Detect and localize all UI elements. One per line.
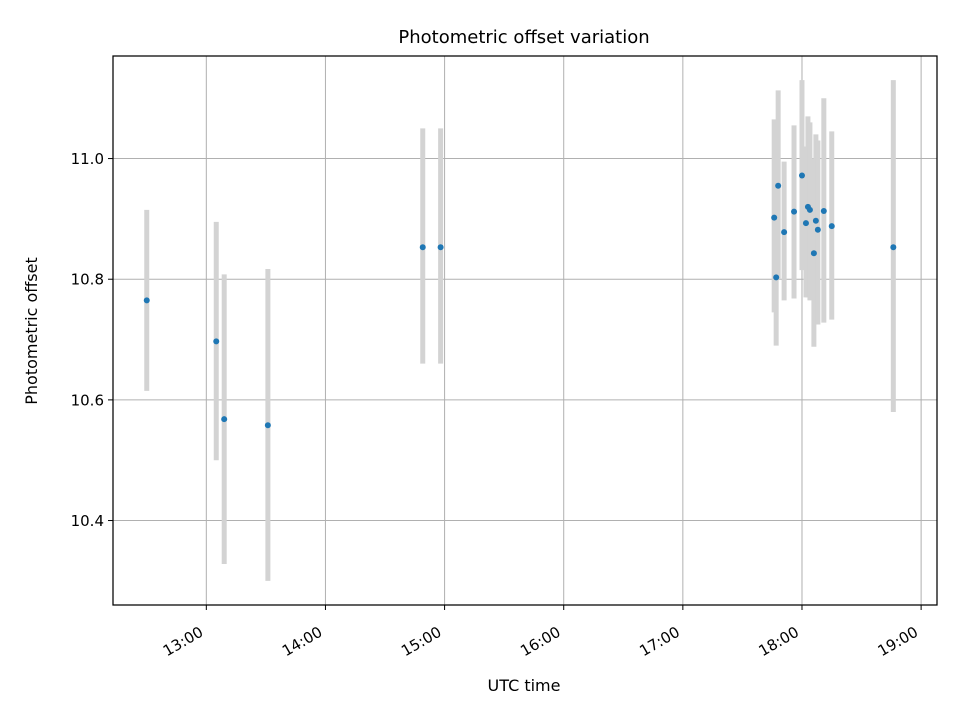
data-point xyxy=(419,244,426,251)
data-point xyxy=(791,208,798,215)
y-tick-label: 11.0 xyxy=(71,150,104,168)
data-point xyxy=(814,226,821,233)
y-axis-ticks: 10.4 10.6 10.8 11.0 xyxy=(71,150,113,530)
x-axis-title: UTC time xyxy=(488,676,561,695)
data-point xyxy=(264,422,271,429)
data-point xyxy=(221,416,228,423)
data-point xyxy=(828,223,835,230)
data-point xyxy=(437,244,444,251)
data-point xyxy=(806,206,813,213)
data-point xyxy=(771,214,778,221)
data-point xyxy=(781,229,788,236)
y-tick-label: 10.6 xyxy=(71,391,104,409)
data-point xyxy=(890,244,897,251)
data-point xyxy=(213,338,220,345)
y-tick-label: 10.8 xyxy=(71,271,104,289)
data-point xyxy=(802,220,809,227)
data-point xyxy=(773,274,780,281)
data-point xyxy=(143,297,150,304)
point-layer xyxy=(143,172,897,429)
data-point xyxy=(820,208,827,215)
plot-frame xyxy=(112,55,938,606)
y-axis-title: Photometric offset xyxy=(22,257,41,405)
data-point xyxy=(810,250,817,257)
data-point xyxy=(798,172,805,179)
y-tick-label: 10.4 xyxy=(71,512,104,530)
chart-title: Photometric offset variation xyxy=(398,27,649,48)
data-point xyxy=(812,217,819,224)
data-point xyxy=(775,182,782,189)
